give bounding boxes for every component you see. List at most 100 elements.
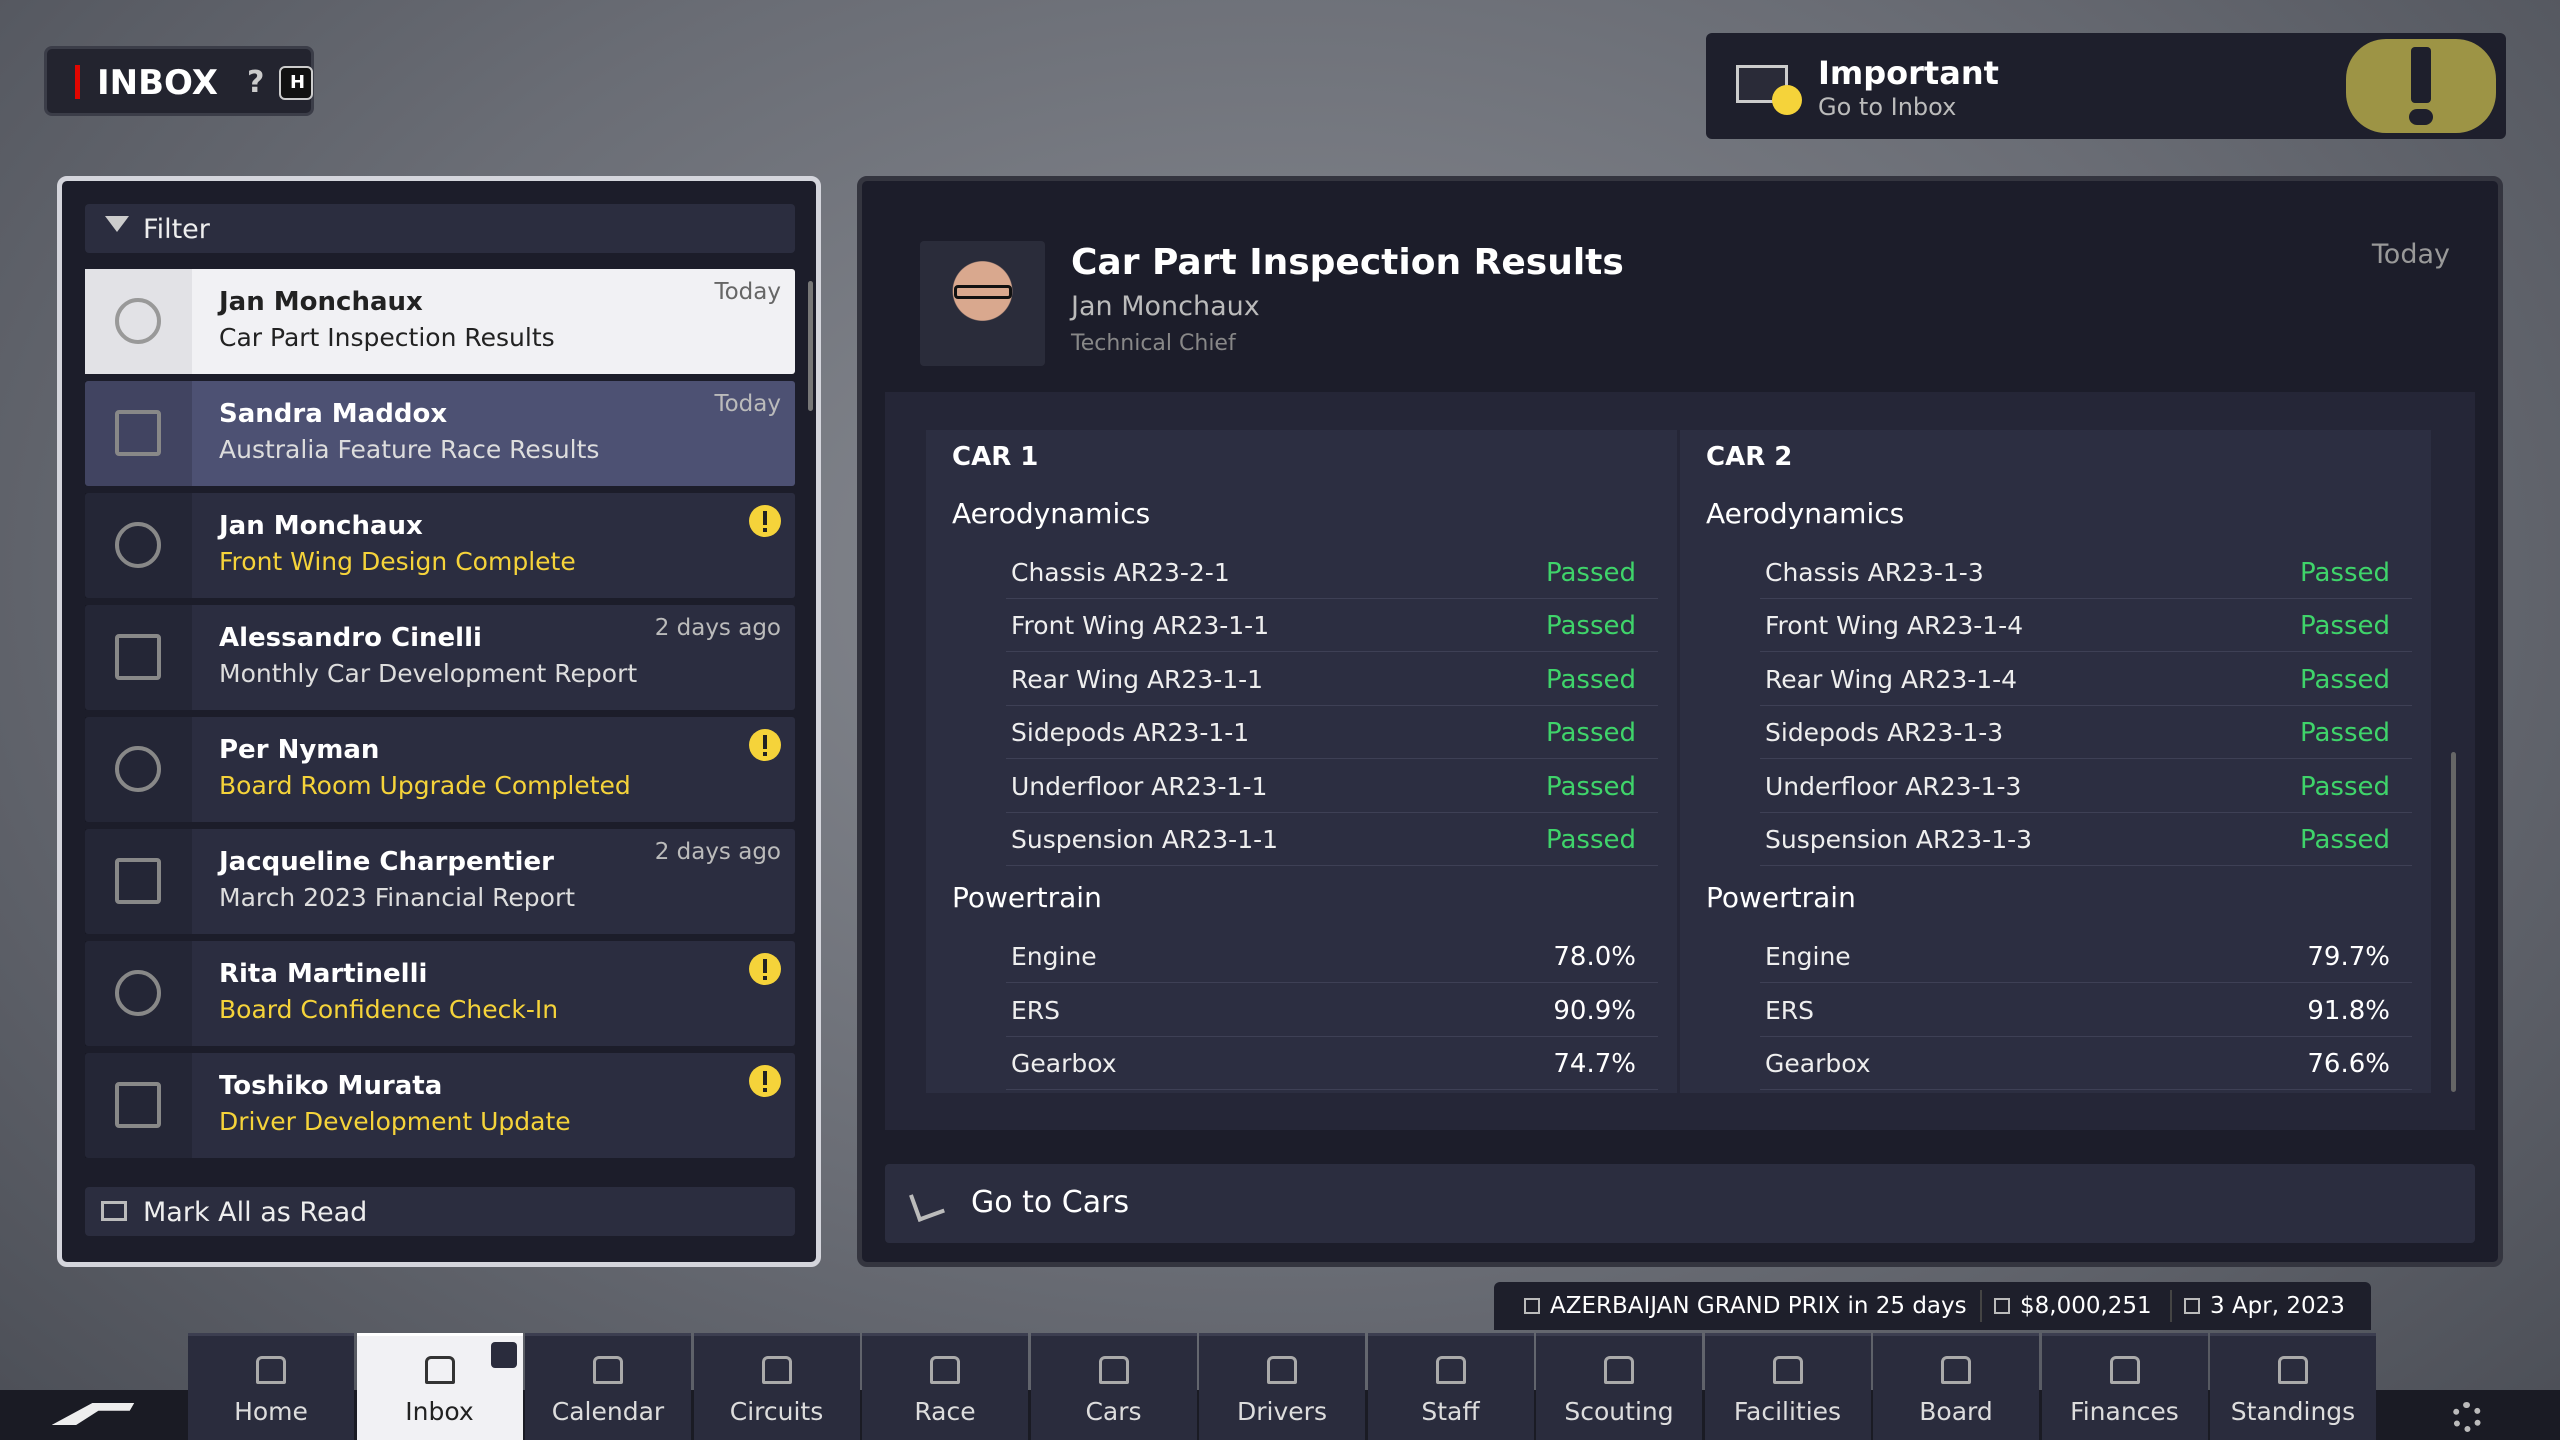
nav-tab[interactable]: Staff bbox=[1367, 1333, 1534, 1440]
message-row[interactable]: Jan Monchaux Car Part Inspection Results T… bbox=[85, 269, 795, 374]
alert-dot bbox=[763, 1088, 767, 1092]
group-name: Powertrain bbox=[952, 881, 1102, 915]
mark-all-button[interactable]: Mark All as Read bbox=[85, 1187, 795, 1236]
accent bbox=[75, 65, 80, 99]
nav-label: Board bbox=[1919, 1397, 1993, 1426]
nav-tab[interactable]: Home bbox=[188, 1333, 354, 1440]
nav-tab[interactable]: Facilities bbox=[1704, 1333, 1871, 1440]
sender: Per Nyman bbox=[219, 735, 380, 765]
alert-dot bbox=[763, 528, 767, 532]
nav-icon bbox=[1267, 1356, 1297, 1384]
nav-label: Facilities bbox=[1733, 1397, 1842, 1426]
cars-icon bbox=[909, 1186, 945, 1222]
nav-icon bbox=[1604, 1356, 1634, 1384]
alert-dot bbox=[763, 976, 767, 980]
part-row: Engine 79.7% bbox=[1760, 930, 2412, 984]
subject: Car Part Inspection Results bbox=[219, 323, 555, 352]
message-row[interactable]: Jacqueline Charpentier March 2023 Financi… bbox=[85, 829, 795, 934]
part-row: Underfloor AR23-1-3 Passed bbox=[1760, 760, 2412, 813]
nav-icon bbox=[1772, 1356, 1803, 1384]
mark-label: Mark All as Read bbox=[143, 1197, 368, 1228]
date: Today bbox=[714, 391, 781, 417]
message-row[interactable]: Rita Martinelli Board Confidence Check-In bbox=[85, 941, 795, 1046]
part-row: Underfloor AR23-1-1 Passed bbox=[1006, 760, 1658, 813]
part-name: Sidepods AR23-1-1 bbox=[1011, 718, 1250, 748]
go-to-cars-button[interactable]: Go to Cars bbox=[885, 1164, 2475, 1243]
message-row[interactable]: Toshiko Murata Driver Development Update bbox=[85, 1053, 795, 1158]
nav-label: Home bbox=[234, 1397, 308, 1426]
nav-tab[interactable]: Drivers bbox=[1199, 1333, 1365, 1440]
nav-label: Circuits bbox=[729, 1397, 824, 1426]
alert-icon bbox=[749, 505, 781, 537]
subject: Board Confidence Check-In bbox=[219, 995, 559, 1024]
sender: Jan Monchaux bbox=[219, 511, 423, 541]
icon-cell bbox=[85, 829, 192, 934]
divider bbox=[1980, 1290, 1982, 1322]
sender: Toshiko Murata bbox=[219, 1071, 443, 1101]
help[interactable]: ? bbox=[247, 65, 265, 100]
group-name: Aerodynamics bbox=[1706, 497, 1905, 530]
event: AZERBAIJAN GRAND PRIX in 25 days bbox=[1550, 1293, 1967, 1319]
alert-icon bbox=[749, 729, 781, 761]
nav-tab[interactable]: Board bbox=[1873, 1333, 2039, 1440]
part-result: Passed bbox=[2299, 611, 2390, 642]
hotkey-label: H bbox=[290, 72, 306, 93]
part-name: Front Wing AR23-1-1 bbox=[1011, 611, 1270, 641]
inbox-title: INBOX bbox=[97, 63, 218, 103]
date: 2 days ago bbox=[654, 839, 781, 865]
part-result: Passed bbox=[2299, 825, 2390, 855]
part-row: Rear Wing AR23-1-4 Passed bbox=[1760, 653, 2412, 706]
nav-icon bbox=[1098, 1356, 1129, 1384]
sender-icon bbox=[115, 1082, 161, 1128]
filter-label: Filter bbox=[143, 214, 210, 245]
nav-icon bbox=[1435, 1356, 1466, 1384]
warn-mark bbox=[2411, 47, 2431, 103]
part-name: ERS bbox=[1011, 995, 1061, 1025]
detail-panel: Car Part Inspection Results Jan Monchaux T… bbox=[857, 176, 2503, 1267]
nav-badge bbox=[490, 1342, 517, 1368]
part-row: ERS 90.9% bbox=[1006, 984, 1658, 1037]
part-result: Passed bbox=[1545, 558, 1636, 588]
subject: Driver Development Update bbox=[219, 1107, 571, 1136]
part-row: Gearbox 74.7% bbox=[1006, 1037, 1658, 1091]
alert-icon bbox=[749, 953, 781, 985]
date: Today bbox=[714, 279, 781, 305]
message-row[interactable]: Alessandro Cinelli Monthly Car Developmen… bbox=[85, 605, 795, 710]
nav-tab[interactable]: Standings bbox=[2210, 1333, 2376, 1440]
alert-bar bbox=[763, 959, 767, 973]
nav-tab[interactable]: Inbox bbox=[356, 1333, 523, 1440]
nav-icon bbox=[1941, 1356, 1971, 1384]
nav-tab[interactable]: Finances bbox=[2041, 1333, 2208, 1440]
content-area: CAR 1 Aerodynamics Chassis AR23-2-1 Passed F… bbox=[885, 392, 2475, 1130]
group-name: Powertrain bbox=[1706, 881, 1856, 915]
nav-icon bbox=[256, 1356, 286, 1384]
part-result: 74.7% bbox=[1553, 1049, 1636, 1080]
nav-tab[interactable]: Circuits bbox=[693, 1333, 860, 1440]
part-name: Underfloor AR23-1-3 bbox=[1765, 771, 2022, 801]
sender: Sandra Maddox bbox=[219, 399, 448, 429]
message-row[interactable]: Per Nyman Board Room Upgrade Completed bbox=[85, 717, 795, 822]
nav-label: Cars bbox=[1085, 1397, 1142, 1426]
mail-alert bbox=[1772, 85, 1802, 115]
part-name: Chassis AR23-2-1 bbox=[1011, 558, 1230, 587]
sender-icon bbox=[115, 970, 161, 1016]
nav-tab[interactable]: Cars bbox=[1030, 1333, 1197, 1440]
nav-tab[interactable]: Calendar bbox=[525, 1333, 691, 1440]
notification[interactable]: Important Go to Inbox bbox=[1706, 33, 2506, 139]
sender: Rita Martinelli bbox=[219, 959, 428, 989]
subject: Australia Feature Race Results bbox=[219, 435, 600, 464]
content-scroll bbox=[2451, 752, 2456, 1092]
part-row: Rear Wing AR23-1-1 Passed bbox=[1006, 653, 1658, 706]
nav-tab[interactable]: Scouting bbox=[1536, 1333, 1702, 1440]
message-row[interactable]: Sandra Maddox Australia Feature Race Resu… bbox=[85, 381, 795, 486]
warn-dot bbox=[2409, 109, 2433, 125]
subject: Monthly Car Development Report bbox=[219, 659, 638, 688]
money-icon bbox=[1994, 1298, 2010, 1314]
filter-bar[interactable]: Filter bbox=[85, 204, 795, 253]
nav-tab[interactable]: Race bbox=[862, 1333, 1028, 1440]
detail-role: Technical Chief bbox=[1071, 331, 1236, 356]
notif-sub: Go to Inbox bbox=[1818, 93, 1957, 121]
settings-gear[interactable] bbox=[2452, 1402, 2482, 1432]
message-row[interactable]: Jan Monchaux Front Wing Design Complete bbox=[85, 493, 795, 598]
sender: Jacqueline Charpentier bbox=[219, 847, 554, 877]
